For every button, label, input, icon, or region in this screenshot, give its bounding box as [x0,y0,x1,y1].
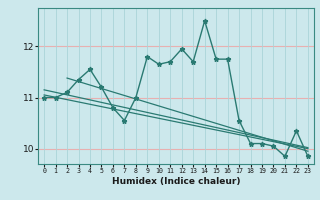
X-axis label: Humidex (Indice chaleur): Humidex (Indice chaleur) [112,177,240,186]
